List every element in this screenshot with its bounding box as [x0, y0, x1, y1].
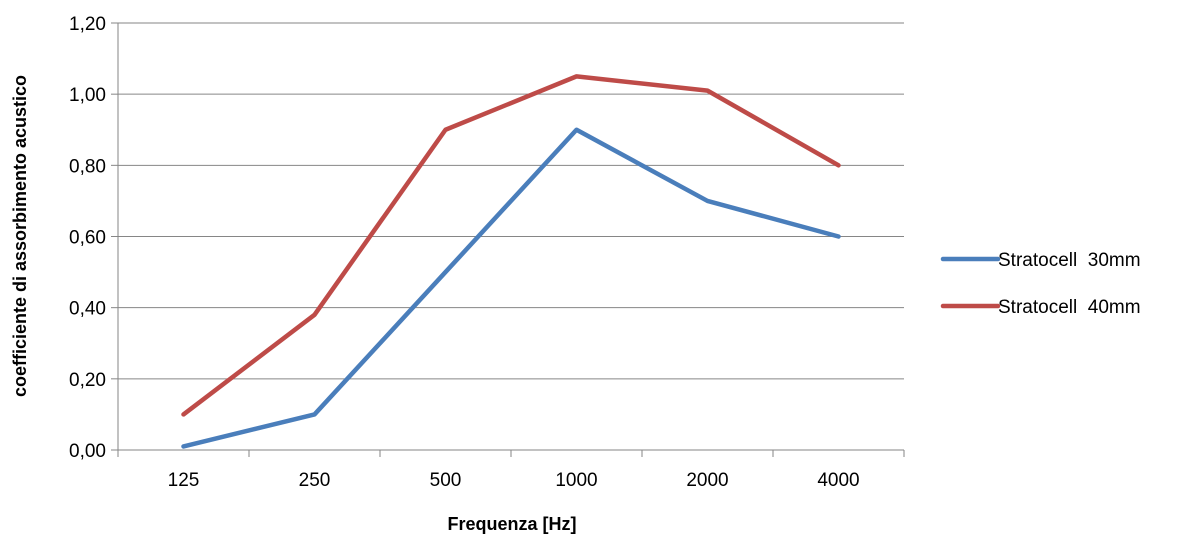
- legend: Stratocell 30mm Stratocell 40mm: [943, 250, 1141, 318]
- x-tick-label: 1000: [555, 470, 597, 491]
- y-tick-label: 0,60: [69, 228, 106, 249]
- legend-label: Stratocell 30mm: [998, 250, 1141, 271]
- y-tick-label: 1,20: [69, 14, 106, 35]
- data-series: [183, 76, 838, 446]
- x-tick-label: 125: [168, 470, 200, 491]
- y-axis-title: coefficiente di assorbimento acustico: [10, 75, 30, 397]
- series-line-2: [184, 76, 839, 414]
- y-tick-label: 1,00: [69, 85, 106, 106]
- legend-label: Stratocell 40mm: [998, 297, 1141, 318]
- x-tick-label: 2000: [686, 470, 728, 491]
- axes: [111, 23, 904, 457]
- x-tick-label: 500: [430, 470, 462, 491]
- x-axis-title: Frequenza [Hz]: [447, 514, 576, 534]
- series-line-1: [184, 130, 839, 447]
- x-tick-label: 4000: [817, 470, 859, 491]
- x-tick-label: 250: [299, 470, 331, 491]
- y-tick-label: 0,80: [69, 156, 106, 177]
- y-tick-label: 0,20: [69, 370, 106, 391]
- y-tick-label: 0,40: [69, 299, 106, 320]
- y-tick-label: 0,00: [69, 441, 106, 462]
